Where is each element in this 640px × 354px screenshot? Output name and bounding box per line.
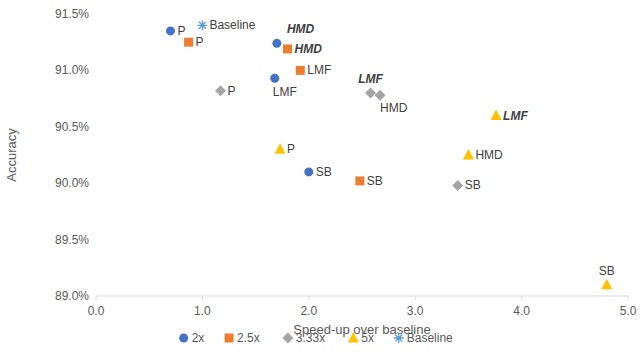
point — [601, 279, 612, 290]
point-label: SB — [367, 174, 383, 188]
point — [272, 39, 281, 48]
legend-marker — [179, 334, 188, 343]
point-label: P — [196, 35, 204, 49]
point — [365, 87, 376, 98]
y-tick-label: 89.5% — [55, 233, 89, 247]
y-tick — [92, 296, 96, 297]
y-tick — [92, 239, 96, 240]
legend-label: 2x — [192, 331, 205, 345]
legend-marker — [225, 334, 234, 343]
legend-label: 2.5x — [237, 331, 260, 345]
y-tick — [92, 126, 96, 127]
points — [166, 20, 612, 289]
y-tick-label: 90.5% — [55, 120, 89, 134]
point — [296, 66, 305, 75]
y-tick-label: 90.0% — [55, 176, 89, 190]
x-tick-label: 3.0 — [407, 304, 424, 318]
point-label: LMF — [307, 63, 331, 77]
point-label: LMF — [273, 85, 297, 99]
x-tick — [415, 296, 416, 300]
x-tick — [628, 296, 629, 300]
point — [452, 180, 463, 191]
point-label: LMF — [358, 72, 383, 86]
point — [304, 167, 313, 176]
point — [215, 85, 226, 96]
legend: 2x 2.5x 3.33x 5x Baseline — [179, 331, 453, 345]
point — [491, 110, 502, 121]
x-tick — [96, 296, 97, 300]
point-label: LMF — [503, 109, 528, 123]
x-tick-label: 0.0 — [88, 304, 105, 318]
y-tick-label: 91.5% — [55, 7, 89, 21]
point-label: P — [227, 84, 235, 98]
point — [184, 38, 193, 47]
point-label: P — [177, 24, 185, 38]
point-label: P — [287, 142, 295, 156]
x-axis-line — [96, 296, 628, 297]
point-label: HMD — [287, 22, 315, 36]
point-label: SB — [599, 264, 615, 278]
legend-label: 3.33x — [296, 331, 325, 345]
point-label: SB — [316, 165, 332, 179]
legend-label: 5x — [361, 331, 374, 345]
point — [270, 74, 279, 83]
point-labels: P HMD LMF SB P HMD LMF SB P LMF HMD SB P LMF HMD SB Base… — [177, 18, 614, 277]
point — [275, 143, 286, 154]
y-axis-title: Accuracy — [4, 128, 19, 182]
point — [463, 149, 474, 160]
x-tick-label: 2.0 — [300, 304, 317, 318]
y-tick — [92, 70, 96, 71]
point — [197, 20, 207, 30]
legend-label: Baseline — [407, 331, 453, 345]
point — [166, 26, 175, 35]
point — [283, 44, 292, 53]
y-tick — [92, 14, 96, 15]
x-tick — [308, 296, 309, 300]
y-tick-label: 89.0% — [55, 289, 89, 303]
x-tick-label: 1.0 — [194, 304, 211, 318]
x-tick — [202, 296, 203, 300]
y-tick-label: 91.0% — [55, 63, 89, 77]
legend-marker — [394, 333, 404, 343]
y-tick — [92, 183, 96, 184]
legend-marker — [282, 333, 293, 344]
legend-marker — [348, 332, 359, 343]
point — [375, 90, 386, 101]
x-tick — [521, 296, 522, 300]
x-tick-label: 4.0 — [513, 304, 530, 318]
point-label: HMD — [380, 101, 408, 115]
point — [355, 176, 364, 185]
x-tick-label: 5.0 — [620, 304, 637, 318]
point-label: HMD — [475, 148, 503, 162]
point-label: Baseline — [209, 18, 255, 32]
point-label: HMD — [295, 42, 323, 56]
chart: 0.0 1.0 2.0 3.0 4.0 5.0 89.0% 89.5% 90.0% 90.5% 91… — [0, 0, 640, 354]
point-label: SB — [465, 178, 481, 192]
